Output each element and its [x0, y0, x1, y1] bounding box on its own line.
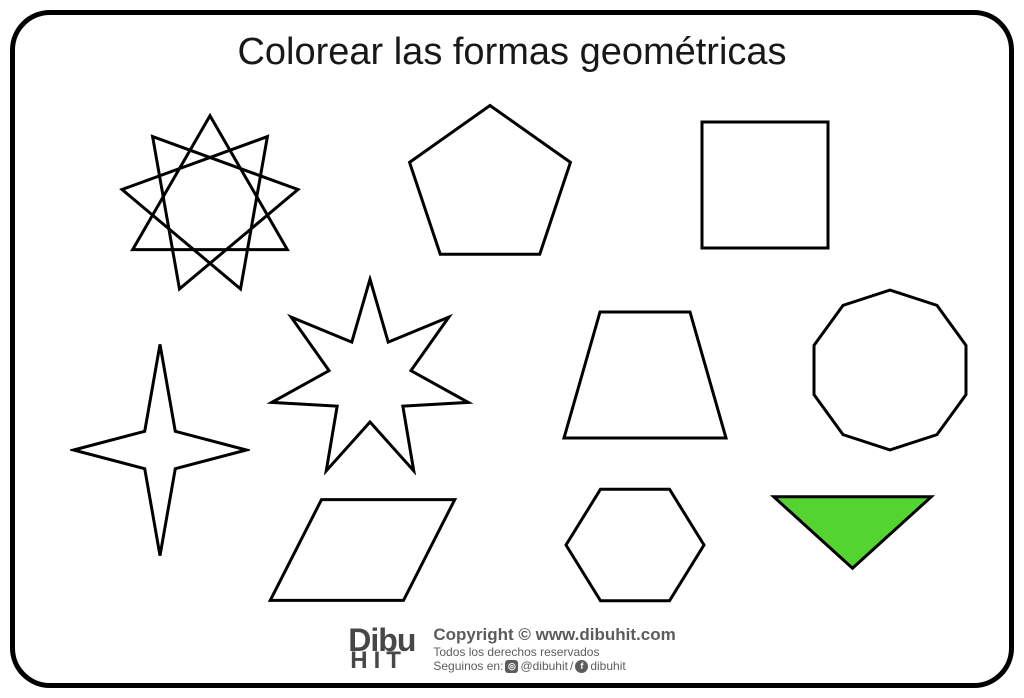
follow-text: Seguinos en: ◎ @dibuhit / f dibuhit [433, 659, 675, 673]
square-shape [695, 115, 835, 255]
triangle-shape [765, 490, 940, 575]
nine-point-star-shape [115, 110, 305, 300]
follow-prefix: Seguinos en: [433, 659, 503, 673]
copyright-text: Copyright © www.dibuhit.com [433, 625, 675, 645]
copyright-block: Copyright © www.dibuhit.com Todos los de… [433, 625, 675, 673]
pentagon-shape [400, 95, 580, 270]
ig-handle: @dibuhit [520, 659, 568, 673]
hexagon-shape [560, 475, 710, 615]
separator: / [570, 659, 573, 673]
fb-handle: dibuhit [590, 659, 625, 673]
page-title: Colorear las formas geométricas [15, 31, 1009, 74]
footer: Dibu HIT Copyright © www.dibuhit.com Tod… [15, 625, 1009, 673]
instagram-icon: ◎ [505, 660, 518, 673]
rights-text: Todos los derechos reservados [433, 645, 675, 659]
worksheet-frame: Colorear las formas geométricas Dibu HIT… [10, 10, 1014, 688]
facebook-icon: f [575, 660, 588, 673]
trapezoid-shape [555, 300, 735, 450]
decagon-shape [805, 285, 975, 455]
logo-text-bottom: HIT [348, 652, 407, 670]
brand-logo: Dibu HIT [348, 628, 415, 670]
four-point-star-shape [70, 340, 250, 560]
seven-point-star-shape [265, 275, 475, 485]
rhombus-shape [260, 490, 465, 610]
